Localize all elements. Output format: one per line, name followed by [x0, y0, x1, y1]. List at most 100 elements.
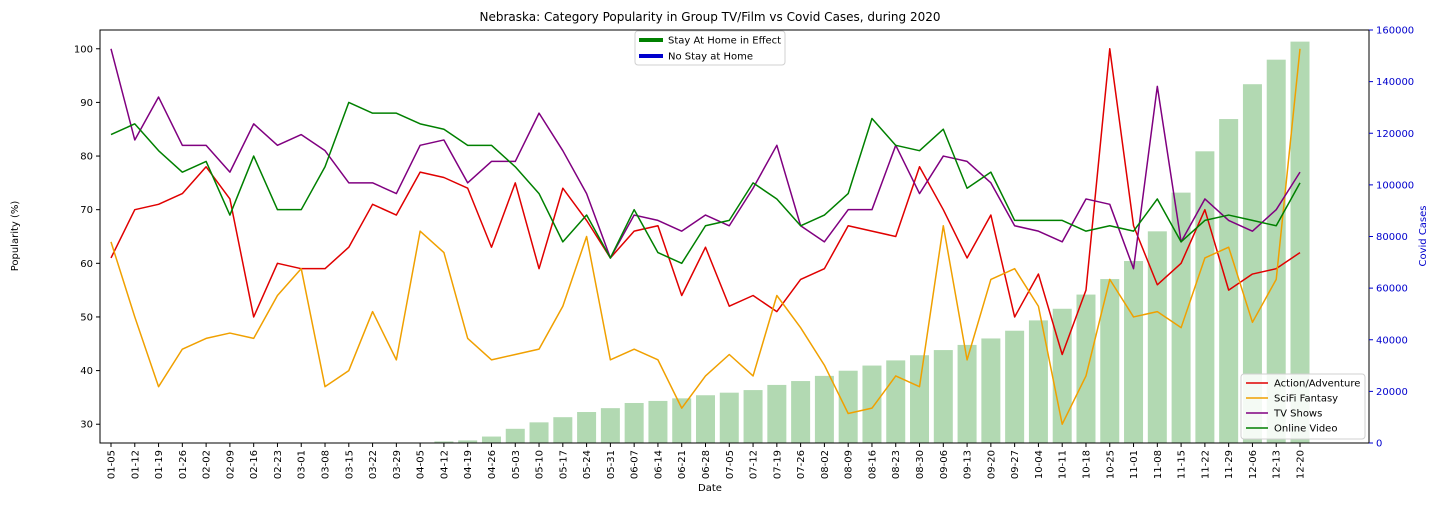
x-tick-label-11-22: 11-22: [1200, 450, 1211, 479]
x-tick-label-09-27: 09-27: [1010, 450, 1021, 479]
covid-bar-07-12: [743, 390, 763, 443]
x-tick-label-01-26: 01-26: [178, 450, 189, 479]
covid-bar-08-23: [886, 360, 906, 443]
covid-bar-12-13: [1266, 59, 1286, 444]
y-tick-label-50: 50: [80, 312, 93, 323]
covid-bar-11-29: [1219, 119, 1239, 444]
x-tick-label-04-19: 04-19: [463, 450, 474, 479]
x-tick-label-05-10: 05-10: [535, 450, 546, 479]
x-tick-label-10-11: 10-11: [1058, 450, 1069, 479]
y-tick-label-100: 100: [74, 44, 93, 55]
y2-tick-label-160000: 160000: [1376, 26, 1414, 37]
y2-tick-label-60000: 60000: [1376, 284, 1408, 295]
series-legend-box: [1240, 373, 1366, 440]
x-tick-label-05-03: 05-03: [511, 450, 522, 479]
x-tick-label-01-19: 01-19: [154, 450, 165, 479]
x-tick-label-07-19: 07-19: [772, 450, 783, 479]
series-legend-label: SciFi Fantasy: [1274, 394, 1338, 405]
covid-bar-06-07: [624, 402, 644, 443]
covid-bar-11-08: [1147, 231, 1167, 443]
x-tick-label-08-02: 08-02: [820, 450, 831, 479]
covid-bar-06-21: [672, 398, 692, 443]
x-tick-label-06-07: 06-07: [630, 450, 641, 479]
x-tick-label-09-13: 09-13: [963, 450, 974, 479]
x-tick-label-11-15: 11-15: [1177, 450, 1188, 479]
period-legend-label: No Stay at Home: [668, 52, 753, 63]
x-axis-label: Date: [698, 483, 722, 494]
covid-bar-11-22: [1195, 151, 1215, 443]
covid-bar-11-01: [1124, 261, 1144, 443]
x-tick-label-02-16: 02-16: [249, 450, 260, 479]
x-tick-label-04-12: 04-12: [439, 450, 450, 479]
y2-axis-label: Covid Cases: [1418, 205, 1429, 266]
x-tick-label-04-26: 04-26: [487, 450, 498, 479]
x-tick-label-05-17: 05-17: [558, 450, 569, 479]
x-tick-label-05-31: 05-31: [606, 450, 617, 479]
covid-bar-10-18: [1076, 294, 1096, 443]
covid-bar-09-06: [933, 350, 953, 443]
covid-bar-09-20: [981, 338, 1001, 443]
x-tick-label-03-08: 03-08: [321, 450, 332, 479]
covid-bar-04-12: [434, 441, 454, 443]
covid-bar-09-27: [1005, 330, 1025, 443]
x-tick-label-02-23: 02-23: [273, 450, 284, 479]
series-line-action-adventure: [110, 48, 1301, 356]
x-tick-label-06-28: 06-28: [701, 450, 712, 479]
lines-layer: [110, 48, 1301, 425]
x-tick-label-07-12: 07-12: [749, 450, 760, 479]
legend-period: Stay At Home in Effect No Stay at Home: [634, 30, 786, 66]
x-tick-label-12-06: 12-06: [1248, 450, 1259, 479]
x-tick-label-03-22: 03-22: [368, 450, 379, 479]
x-tick-label-08-16: 08-16: [867, 450, 878, 479]
x-tick-label-07-05: 07-05: [725, 450, 736, 479]
y-axis-label: Popularity (%): [10, 201, 21, 272]
x-tick-label-08-30: 08-30: [915, 450, 926, 479]
y-tick-label-80: 80: [80, 152, 93, 163]
covid-bar-04-26: [481, 436, 501, 443]
y-tick-label-40: 40: [80, 366, 93, 377]
series-legend-label: Action/Adventure: [1274, 379, 1360, 390]
covid-bar-05-17: [553, 417, 573, 443]
x-tick-label-02-09: 02-09: [225, 450, 236, 479]
x-tick-label-10-25: 10-25: [1105, 450, 1116, 479]
x-tick-label-10-18: 10-18: [1081, 450, 1092, 479]
covid-bar-12-06: [1242, 84, 1262, 444]
x-tick-label-01-05: 01-05: [107, 450, 118, 479]
series-line-tv-shows: [110, 48, 1301, 270]
bars-layer: [386, 41, 1310, 444]
x-tick-label-12-20: 12-20: [1296, 450, 1307, 479]
covid-bar-06-28: [696, 395, 715, 443]
x-tick-label-10-04: 10-04: [1034, 450, 1045, 479]
x-tick-label-11-29: 11-29: [1224, 450, 1235, 479]
x-tick-label-03-29: 03-29: [392, 450, 403, 479]
y2-tick-label-100000: 100000: [1376, 180, 1414, 191]
covid-bar-05-31: [600, 408, 620, 443]
y-tick-label-30: 30: [80, 420, 93, 431]
x-tick-label-09-06: 09-06: [939, 450, 950, 479]
x-tick-label-11-01: 11-01: [1129, 450, 1140, 479]
covid-bar-05-03: [505, 428, 525, 443]
x-tick-label-06-21: 06-21: [677, 450, 688, 479]
y2-tick-label-120000: 120000: [1376, 129, 1414, 140]
x-tick-label-11-08: 11-08: [1153, 450, 1164, 479]
x-tick-label-12-13: 12-13: [1272, 450, 1283, 479]
covid-bar-05-24: [577, 412, 597, 443]
covid-bar-11-15: [1171, 192, 1191, 443]
x-tick-label-04-05: 04-05: [416, 450, 427, 479]
series-legend-label: TV Shows: [1273, 409, 1322, 420]
covid-bar-04-19: [458, 440, 478, 443]
period-legend-label: Stay At Home in Effect: [668, 36, 781, 47]
covid-bar-06-14: [648, 400, 668, 443]
x-tick-label-08-09: 08-09: [844, 450, 855, 479]
x-tick-label-07-26: 07-26: [796, 450, 807, 479]
x-tick-label-08-23: 08-23: [891, 450, 902, 479]
covid-bar-10-25: [1100, 279, 1120, 443]
x-tick-label-02-02: 02-02: [202, 450, 213, 479]
y2-tick-label-20000: 20000: [1376, 387, 1408, 398]
y2-tick-label-140000: 140000: [1376, 77, 1414, 88]
x-tick-label-05-24: 05-24: [582, 450, 593, 479]
x-tick-label-09-20: 09-20: [986, 450, 997, 479]
covid-bar-07-05: [719, 392, 739, 443]
